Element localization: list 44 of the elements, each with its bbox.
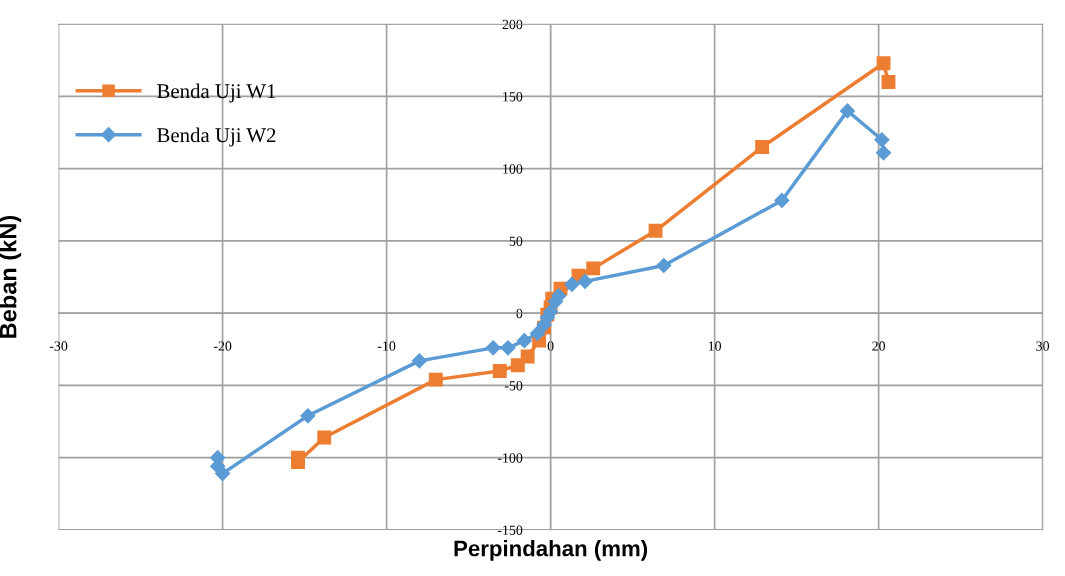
point	[529, 325, 546, 341]
x-tick-label: -30	[49, 341, 68, 351]
y-tick-label: 0	[516, 308, 523, 319]
y-tick-label: 150	[503, 92, 523, 102]
legend-label: Benda Uji W2	[157, 127, 276, 147]
x-tick-label: -20	[213, 341, 232, 351]
y-tick-label: -150	[497, 525, 523, 535]
y-axis-title: Beban (kN)	[0, 215, 22, 338]
legend-label: Benda Uji W1	[157, 83, 276, 103]
x-axis-title: Perpindahan (mm)	[454, 540, 648, 561]
point	[510, 358, 525, 373]
point	[485, 340, 501, 356]
x-tick-label: 10	[708, 341, 722, 351]
point	[520, 349, 535, 364]
point	[648, 223, 663, 238]
point	[564, 276, 580, 292]
point	[411, 353, 427, 369]
point	[492, 364, 507, 378]
point	[500, 340, 516, 356]
x-tick-label: 0	[547, 341, 554, 351]
y-tick-label: -100	[497, 453, 523, 463]
point	[516, 333, 532, 349]
x-tick-label: 20	[872, 341, 886, 351]
point	[881, 75, 896, 89]
y-tick-label: 200	[502, 19, 523, 30]
y-tick-label: 50	[509, 236, 523, 246]
point	[839, 103, 856, 119]
y-tick-label: -50	[504, 381, 523, 391]
point	[874, 132, 890, 148]
point	[656, 257, 672, 274]
x-tick-label: 30	[1036, 341, 1050, 351]
y-tick-label: 100	[503, 164, 523, 174]
point	[215, 465, 231, 482]
point	[875, 145, 892, 161]
point	[428, 372, 443, 387]
point	[577, 273, 593, 289]
x-tick-label: -10	[377, 341, 396, 351]
point	[876, 56, 891, 71]
point	[774, 192, 790, 209]
point	[300, 408, 316, 424]
point	[291, 455, 305, 469]
point	[317, 430, 332, 445]
point	[755, 140, 770, 154]
point	[586, 261, 601, 276]
